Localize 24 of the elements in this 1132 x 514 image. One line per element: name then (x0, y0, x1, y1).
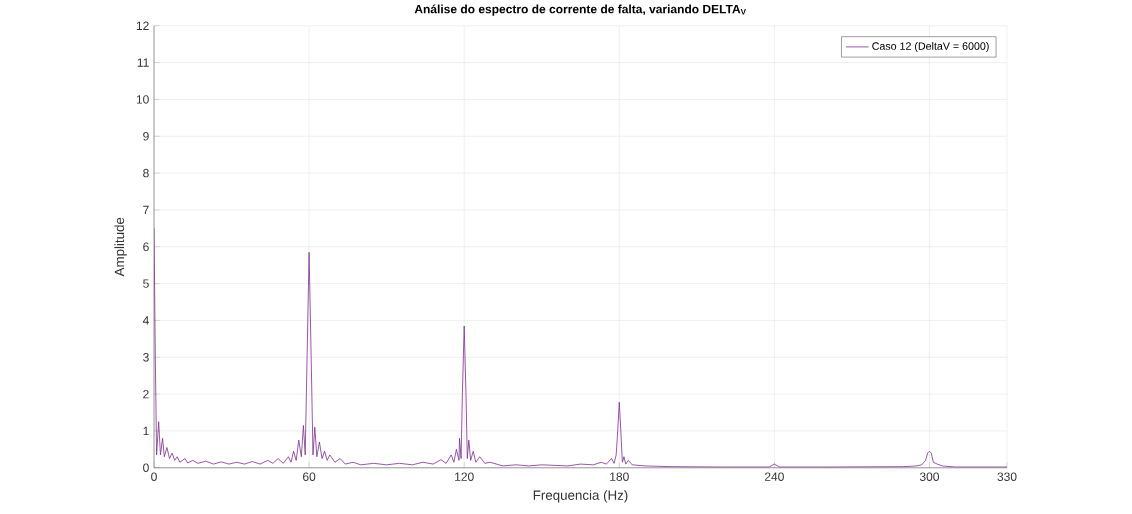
y-tick-label: 9 (143, 132, 149, 141)
y-axis-title: Amplitude (114, 217, 127, 277)
y-tick-label: 5 (143, 279, 149, 288)
legend-label: Caso 12 (DeltaV = 6000) (872, 42, 989, 53)
y-tick-label: 11 (137, 58, 149, 67)
y-tick-label: 7 (143, 205, 149, 215)
y-tick-label: 12 (136, 21, 149, 31)
x-tick-label: 240 (764, 472, 784, 482)
y-tick-label: 0 (143, 463, 149, 473)
x-tick-label: 180 (610, 472, 629, 482)
y-tick-label: 4 (142, 316, 149, 325)
y-tick-label: 1 (143, 426, 149, 436)
x-tick-label: 300 (919, 472, 939, 482)
chart-title: Análise do espectro de corrente de falta, variando DELTA$_{V}$ (414, 4, 746, 16)
x-axis-title: Frequencia (Hz) (533, 490, 628, 503)
y-tick-label: 3 (143, 353, 149, 362)
y-tick-label: 10 (136, 95, 149, 104)
y-tick-label: 2 (143, 390, 149, 399)
x-tick-label: 330 (997, 472, 1017, 482)
x-tick-label: 0 (151, 472, 157, 482)
y-tick-label: 6 (143, 242, 149, 252)
x-tick-label: 60 (303, 472, 316, 482)
x-tick-label: 120 (455, 472, 474, 482)
y-tick-label: 8 (143, 168, 149, 178)
